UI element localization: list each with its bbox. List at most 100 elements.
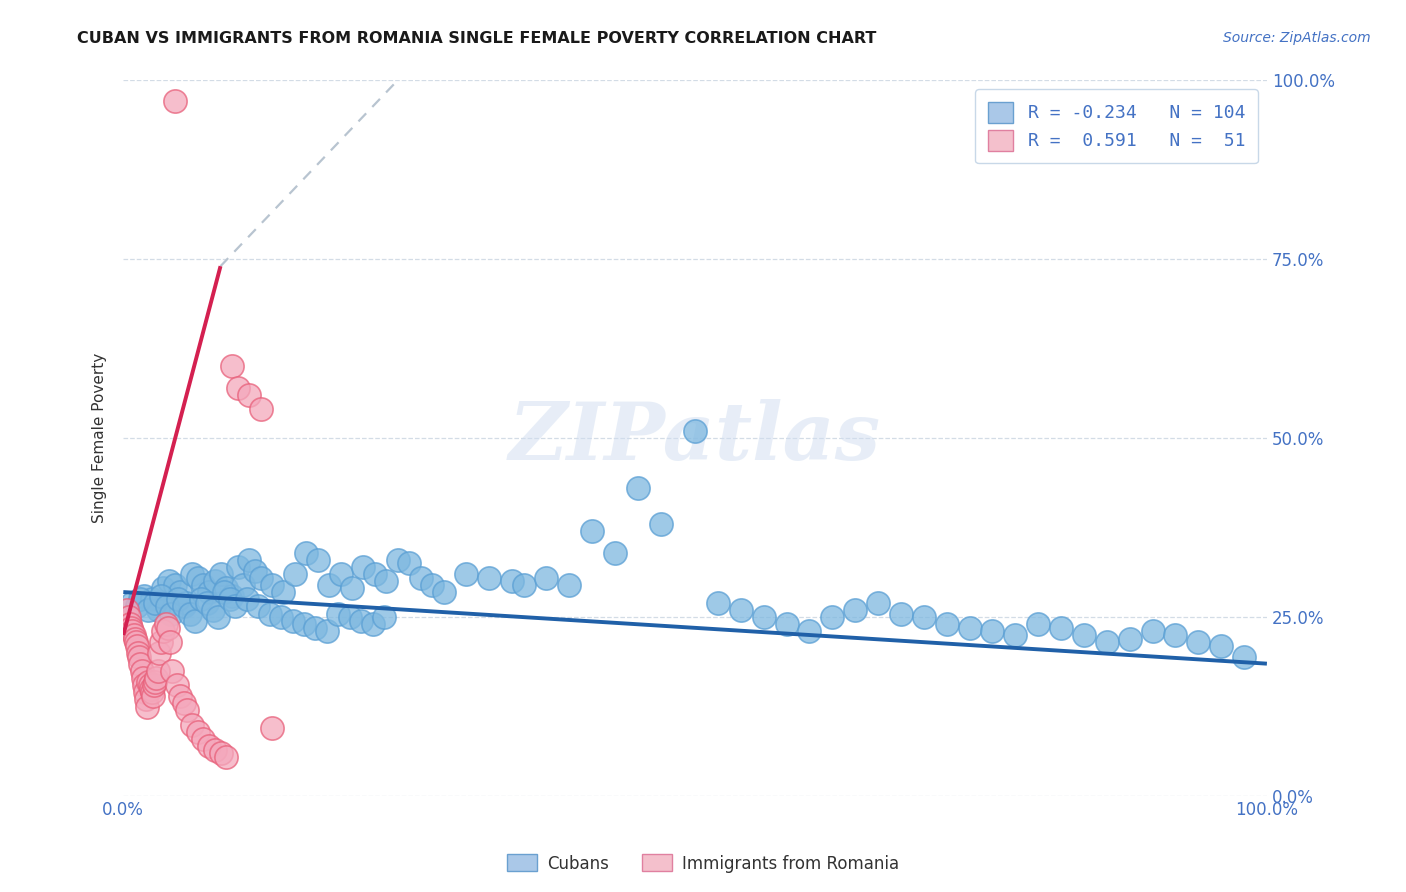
Point xyxy=(226,560,249,574)
Point xyxy=(157,574,180,589)
Point xyxy=(132,589,155,603)
Point xyxy=(176,703,198,717)
Point xyxy=(138,678,160,692)
Point xyxy=(959,621,981,635)
Point xyxy=(730,603,752,617)
Point xyxy=(139,681,162,696)
Point xyxy=(1095,635,1118,649)
Point xyxy=(198,585,221,599)
Point xyxy=(187,724,209,739)
Point xyxy=(160,607,183,621)
Point xyxy=(260,578,283,592)
Point xyxy=(187,571,209,585)
Point xyxy=(143,674,166,689)
Point xyxy=(125,599,148,614)
Point xyxy=(221,359,243,374)
Point xyxy=(150,589,173,603)
Point xyxy=(224,599,246,614)
Point xyxy=(284,567,307,582)
Y-axis label: Single Female Poverty: Single Female Poverty xyxy=(93,353,107,524)
Point xyxy=(844,603,866,617)
Point xyxy=(204,574,226,589)
Point xyxy=(273,585,295,599)
Point xyxy=(155,617,177,632)
Point xyxy=(243,564,266,578)
Legend: Cubans, Immigrants from Romania: Cubans, Immigrants from Romania xyxy=(501,847,905,880)
Point xyxy=(935,617,957,632)
Point xyxy=(129,592,152,607)
Point xyxy=(195,596,218,610)
Point xyxy=(821,610,844,624)
Point xyxy=(232,578,254,592)
Point xyxy=(143,678,166,692)
Point xyxy=(1142,624,1164,639)
Point xyxy=(218,592,240,607)
Point xyxy=(152,582,174,596)
Point xyxy=(1026,617,1049,632)
Point xyxy=(364,567,387,582)
Point xyxy=(1073,628,1095,642)
Point xyxy=(173,599,195,614)
Point xyxy=(134,685,156,699)
Point xyxy=(387,553,409,567)
Point xyxy=(752,610,775,624)
Point xyxy=(1233,649,1256,664)
Point xyxy=(1211,639,1233,653)
Legend: R = -0.234   N = 104, R =  0.591   N =  51: R = -0.234 N = 104, R = 0.591 N = 51 xyxy=(976,89,1258,163)
Point xyxy=(141,592,163,607)
Point xyxy=(169,585,191,599)
Point xyxy=(138,674,160,689)
Point xyxy=(120,621,142,635)
Point xyxy=(127,646,149,660)
Point xyxy=(890,607,912,621)
Point xyxy=(353,560,375,574)
Point xyxy=(121,624,143,639)
Point xyxy=(207,610,229,624)
Point xyxy=(1164,628,1187,642)
Point xyxy=(799,624,821,639)
Point xyxy=(193,578,215,592)
Point xyxy=(260,721,283,735)
Point xyxy=(142,689,165,703)
Point xyxy=(115,603,138,617)
Point xyxy=(138,603,160,617)
Point xyxy=(1004,628,1026,642)
Point xyxy=(281,614,304,628)
Point xyxy=(141,685,163,699)
Point xyxy=(145,671,167,685)
Point xyxy=(132,678,155,692)
Point xyxy=(124,632,146,646)
Point xyxy=(603,546,626,560)
Point xyxy=(120,617,142,632)
Point xyxy=(536,571,558,585)
Point xyxy=(249,571,271,585)
Point xyxy=(212,585,235,599)
Point xyxy=(169,689,191,703)
Point xyxy=(339,610,361,624)
Point xyxy=(683,424,706,438)
Point xyxy=(581,524,603,538)
Point xyxy=(226,381,249,395)
Point xyxy=(981,624,1004,639)
Point xyxy=(131,664,153,678)
Point xyxy=(163,95,186,109)
Point xyxy=(259,607,281,621)
Point xyxy=(318,578,340,592)
Point xyxy=(409,571,432,585)
Point xyxy=(373,610,395,624)
Point xyxy=(432,585,454,599)
Point xyxy=(174,596,197,610)
Point xyxy=(125,639,148,653)
Point xyxy=(128,649,150,664)
Point xyxy=(627,481,650,495)
Point xyxy=(247,599,270,614)
Point xyxy=(132,671,155,685)
Point xyxy=(295,546,318,560)
Point xyxy=(361,617,384,632)
Point xyxy=(478,571,501,585)
Point xyxy=(167,592,190,607)
Point xyxy=(121,596,143,610)
Point xyxy=(198,739,221,753)
Point xyxy=(173,696,195,710)
Point xyxy=(1050,621,1073,635)
